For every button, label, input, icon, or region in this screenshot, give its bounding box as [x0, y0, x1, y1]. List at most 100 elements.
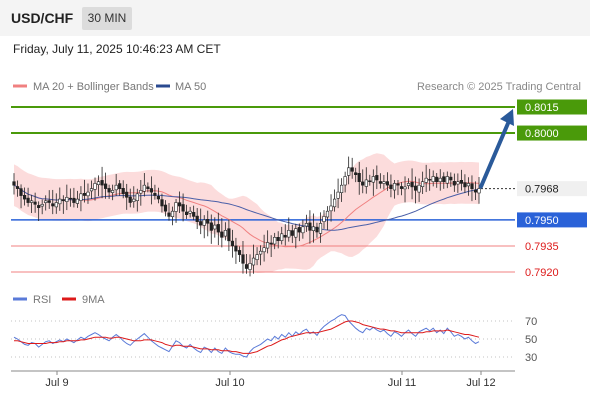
candle — [178, 191, 182, 213]
candle — [156, 187, 161, 204]
candle — [104, 172, 108, 199]
candle — [392, 179, 397, 199]
candle — [361, 169, 365, 194]
forecast-arrow — [479, 109, 514, 189]
x-axis: Jul 9 Jul 10 Jul 11 Jul 12 — [45, 371, 496, 389]
candle — [364, 167, 368, 194]
candle — [234, 237, 238, 264]
resistance-label-box — [517, 99, 587, 115]
candle — [258, 245, 263, 266]
candle — [456, 173, 460, 193]
candle — [410, 168, 414, 200]
candle — [135, 188, 139, 212]
candle — [68, 188, 72, 207]
price-levels — [11, 106, 515, 273]
candle — [378, 173, 383, 189]
candle — [146, 182, 150, 193]
rsi-tick-label: 30 — [525, 352, 537, 364]
candle — [237, 246, 242, 262]
candle — [442, 172, 446, 189]
source-credit: Research © 2025 Trading Central — [417, 81, 581, 93]
candle — [199, 208, 203, 235]
candle — [322, 210, 326, 229]
candle — [473, 181, 478, 200]
candle — [174, 198, 178, 223]
candle — [202, 215, 206, 239]
pivot-label: 0.7950 — [525, 215, 559, 227]
x-tick-label: Jul 9 — [45, 377, 68, 389]
x-tick-label: Jul 10 — [215, 377, 244, 389]
candle — [163, 200, 168, 217]
candle — [336, 178, 340, 209]
candle — [89, 180, 94, 199]
candle — [241, 240, 245, 274]
x-tick-label: Jul 12 — [466, 377, 495, 389]
candle — [107, 184, 111, 199]
candle — [347, 156, 351, 185]
candle — [192, 205, 196, 221]
candle — [301, 219, 305, 239]
candle — [308, 210, 312, 244]
candle — [220, 218, 224, 248]
candle — [26, 187, 30, 207]
candle — [297, 223, 301, 242]
candle — [139, 180, 143, 206]
candle — [294, 223, 298, 249]
candle — [206, 210, 210, 237]
candle — [477, 177, 481, 204]
candle — [287, 217, 291, 242]
candle — [248, 254, 252, 277]
candle — [96, 175, 101, 197]
candle — [445, 171, 449, 189]
candle — [357, 161, 361, 195]
candle — [188, 206, 192, 218]
candle — [58, 187, 62, 211]
candle — [371, 169, 375, 196]
rsi-tick-label: 50 — [525, 334, 537, 346]
candle — [403, 176, 407, 203]
candle — [470, 175, 474, 202]
candle — [114, 174, 118, 196]
candlesticks — [12, 156, 481, 277]
resistance-label: 0.8000 — [525, 128, 559, 140]
candle — [118, 180, 122, 196]
candle — [72, 187, 76, 208]
candle — [216, 212, 220, 246]
candle — [22, 187, 27, 206]
rsi-ma-legend-swatch — [62, 297, 76, 301]
candle — [29, 194, 34, 214]
candle — [132, 186, 136, 208]
x-tick-label: Jul 11 — [388, 377, 417, 389]
resistance-label: 0.8015 — [525, 102, 559, 114]
candle — [428, 168, 432, 191]
forecast-arrow-head — [500, 109, 514, 126]
candle — [382, 174, 386, 190]
pivot-label-box — [517, 212, 587, 228]
rsi-ma-line — [14, 320, 480, 354]
rsi-legend-swatch — [13, 297, 27, 301]
ma20-legend-label: MA 20 + Bollinger Bands — [33, 81, 154, 93]
candle — [332, 189, 337, 212]
rsi-panel: 70 50 30 — [11, 314, 537, 364]
candle — [37, 201, 41, 221]
candle — [269, 235, 273, 258]
candle — [15, 180, 20, 197]
rsi-legend-label: RSI — [33, 294, 51, 306]
candle — [54, 193, 58, 214]
candle — [290, 224, 294, 244]
candle — [315, 222, 319, 238]
candle — [466, 177, 471, 196]
ma50-legend-label: MA 50 — [175, 81, 206, 93]
candle — [255, 247, 259, 266]
candle — [311, 213, 316, 243]
ma20-legend-swatch — [13, 84, 27, 88]
candle — [19, 184, 23, 209]
current-price-box — [517, 181, 587, 197]
candle — [368, 174, 372, 186]
candle — [459, 169, 464, 191]
timeframe-button[interactable]: 30 MIN — [82, 7, 132, 30]
candle — [265, 230, 270, 254]
candle — [329, 194, 333, 222]
candle — [167, 202, 171, 221]
